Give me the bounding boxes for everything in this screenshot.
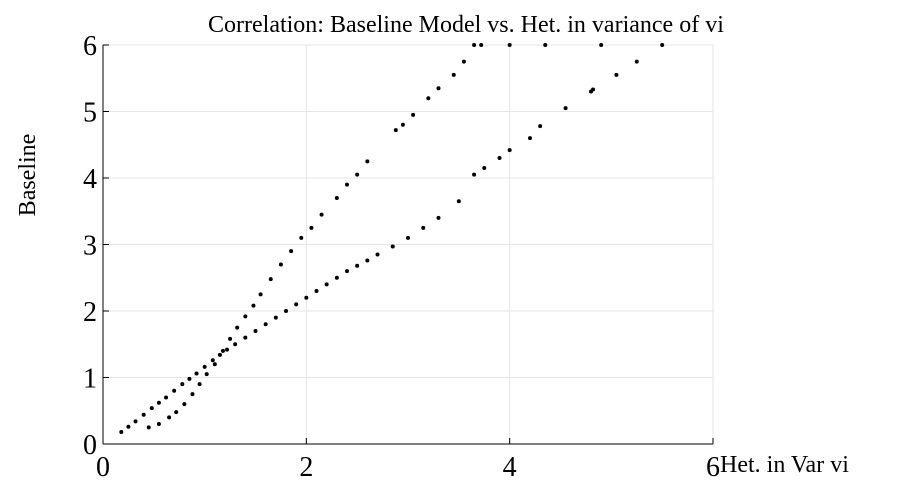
point (251, 303, 256, 308)
point (284, 309, 288, 313)
point (411, 112, 416, 117)
point (220, 348, 225, 353)
point (355, 172, 360, 177)
y-tick-label: 2 (83, 297, 97, 328)
point (202, 364, 207, 369)
point (436, 86, 441, 91)
point (174, 410, 179, 415)
point (507, 148, 512, 153)
point (334, 275, 339, 280)
point (278, 262, 283, 267)
x-tick-label: 2 (299, 452, 313, 483)
point (472, 43, 477, 47)
chart-title: Correlation: Baseline Model vs. Het. in … (208, 12, 724, 38)
x-tick-label: 4 (503, 452, 517, 483)
point (634, 59, 639, 64)
point (591, 87, 596, 92)
point (614, 72, 619, 77)
point (268, 277, 273, 282)
point (156, 400, 161, 405)
point (197, 382, 202, 387)
point (375, 252, 380, 257)
y-tick-label: 0 (83, 430, 97, 461)
point (119, 430, 124, 435)
point (233, 342, 238, 347)
y-axis-label: Baseline (15, 134, 41, 217)
point (243, 314, 248, 319)
point (263, 322, 268, 327)
point (228, 336, 233, 341)
point (190, 392, 195, 397)
point (319, 212, 324, 217)
y-tick-label: 1 (83, 364, 97, 395)
point (456, 199, 461, 204)
y-tick-label: 3 (83, 231, 97, 262)
point (426, 96, 431, 101)
point (149, 406, 154, 411)
point (543, 43, 548, 47)
point (528, 136, 532, 141)
point (156, 422, 161, 427)
y-tick-label: 4 (83, 164, 97, 195)
point (126, 424, 131, 429)
x-axis-label: Het. in Var vi (720, 452, 849, 478)
x-tick-label: 0 (96, 452, 110, 483)
point (345, 182, 349, 187)
point (204, 372, 209, 377)
point (436, 215, 441, 220)
point (563, 106, 568, 111)
point (324, 282, 329, 287)
point (538, 124, 543, 129)
x-tick-label: 6 (706, 452, 720, 483)
point (365, 159, 370, 164)
point (225, 347, 230, 352)
point (599, 43, 604, 47)
point (299, 235, 304, 240)
point (289, 249, 294, 254)
point (133, 419, 138, 424)
point (243, 335, 248, 340)
point (146, 425, 151, 430)
point (217, 352, 222, 357)
y-tick-label: 5 (83, 98, 97, 129)
point (309, 225, 314, 230)
point (253, 328, 258, 333)
point (365, 258, 370, 263)
point (294, 302, 299, 307)
point (304, 295, 309, 300)
point (421, 225, 426, 230)
point (406, 235, 410, 240)
point (167, 415, 172, 420)
point (187, 376, 192, 381)
point (393, 128, 398, 133)
point (212, 362, 217, 367)
point (479, 43, 484, 47)
point (273, 315, 278, 320)
point (497, 156, 502, 161)
point (180, 382, 185, 387)
point (194, 371, 199, 376)
point (235, 325, 240, 330)
point (172, 388, 177, 393)
point (461, 59, 466, 64)
point (210, 358, 215, 363)
point (355, 263, 360, 268)
point (345, 269, 349, 274)
point (660, 43, 665, 47)
point (507, 43, 512, 47)
point (258, 292, 263, 297)
point (451, 72, 456, 77)
point (400, 122, 405, 127)
point (482, 166, 487, 171)
point (164, 395, 169, 400)
y-tick-label: 6 (83, 31, 97, 62)
point (390, 244, 395, 249)
point (141, 412, 146, 417)
point (182, 402, 187, 407)
point (314, 289, 319, 294)
point (472, 172, 477, 177)
point (334, 195, 339, 200)
